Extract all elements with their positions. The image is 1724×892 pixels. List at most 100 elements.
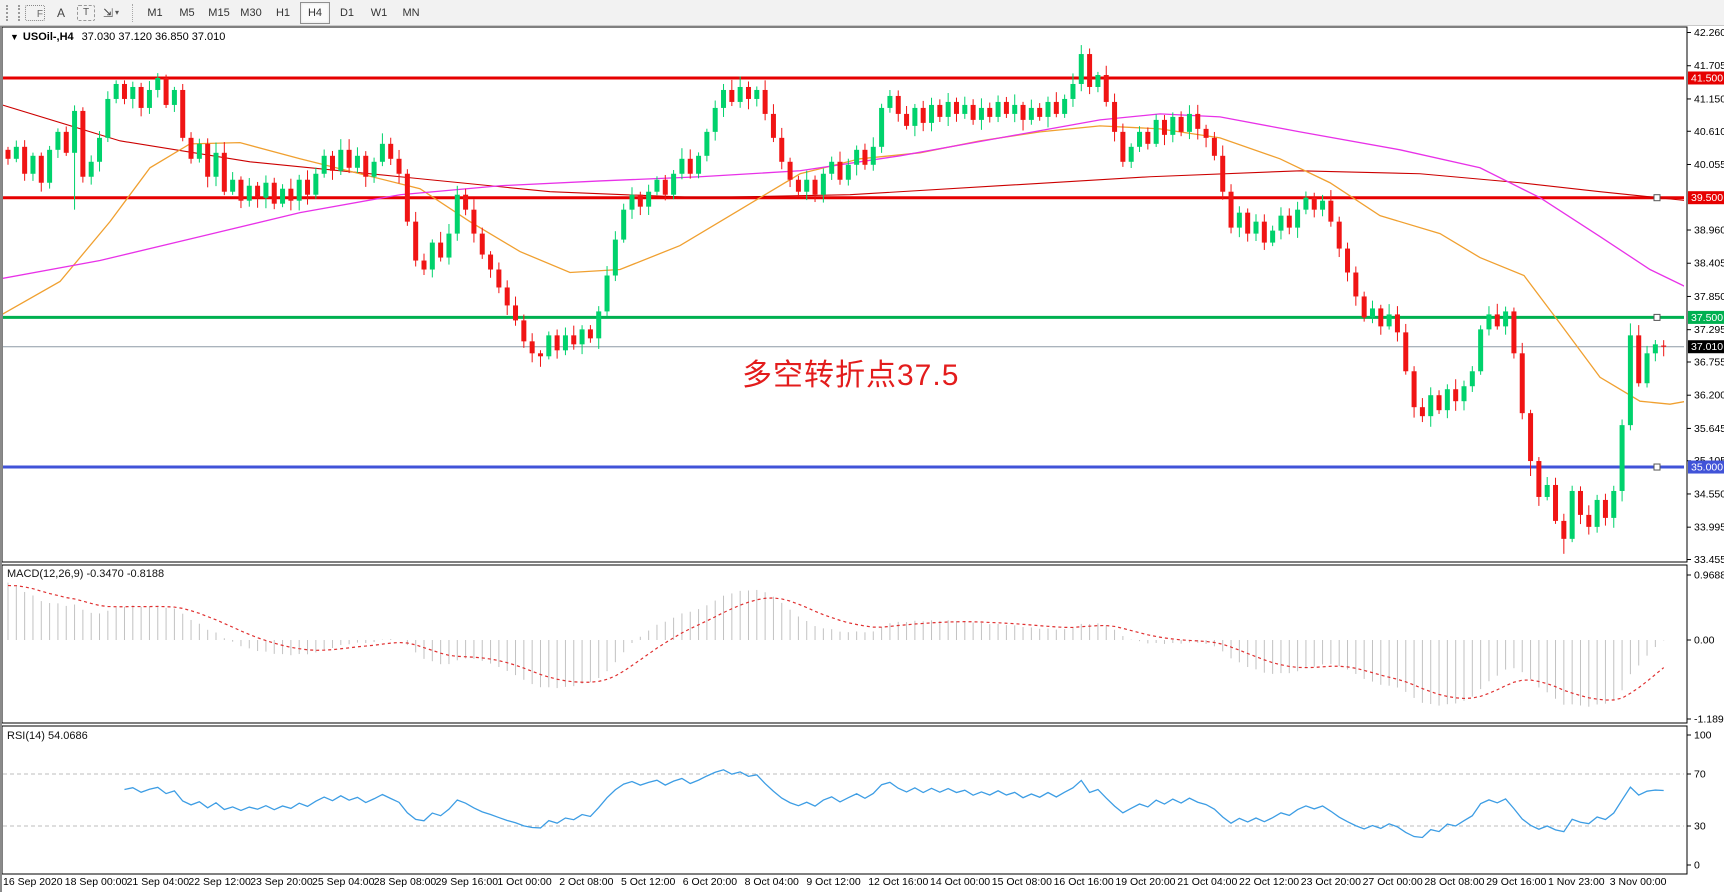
macd-panel[interactable] (1, 564, 1688, 724)
svg-text:0: 0 (1694, 860, 1700, 872)
time-axis-label: 28 Sep 08:00 (373, 876, 437, 888)
time-axis-label: 21 Oct 04:00 (1177, 876, 1238, 888)
timeframe-button-mn[interactable]: MN (402, 6, 420, 19)
rsi-axis: 100 70 30 0 (1687, 730, 1712, 872)
fibonacci-tool-icon[interactable]: F (25, 4, 45, 21)
price-plot-layer (3, 45, 1684, 554)
toolbar-grip[interactable] (6, 4, 20, 21)
svg-text:35.645: 35.645 (1694, 423, 1724, 435)
timeframe-button-m15[interactable]: M15 (208, 6, 230, 19)
timeframe-button-h1[interactable]: H1 (275, 6, 291, 19)
svg-text:70: 70 (1694, 769, 1706, 781)
time-axis-label: 16 Sep 2020 (3, 876, 63, 888)
time-axis-label: 14 Oct 00:00 (930, 876, 991, 888)
current-price-badge (1688, 340, 1724, 354)
svg-text:37.010: 37.010 (1691, 341, 1723, 353)
svg-text:33.995: 33.995 (1694, 522, 1724, 534)
time-axis-label: 22 Sep 12:00 (188, 876, 251, 888)
time-axis-label: 27 Oct 00:00 (1362, 876, 1423, 888)
svg-text:0.9688: 0.9688 (1694, 570, 1724, 582)
main-panel[interactable] (1, 26, 1688, 563)
svg-text:37.850: 37.850 (1694, 291, 1724, 303)
macd-signal-line (7, 584, 1665, 701)
time-axis-label: 18 Sep 00:00 (64, 876, 128, 888)
time-axis-label: 28 Oct 08:00 (1424, 876, 1485, 888)
svg-text:36.755: 36.755 (1694, 356, 1724, 368)
price-axis: 42.260 41.705 41.150 40.610 40.055 38.960 38.4… (1687, 27, 1724, 566)
text-box-tool-icon[interactable]: T (77, 4, 95, 21)
ma-mid-orange (3, 125, 1684, 405)
time-axis-label: 23 Sep 20:00 (250, 876, 313, 888)
rsi-indicator-label: RSI(14) 54.0686 (7, 730, 88, 742)
time-axis-label: 9 Oct 12:00 (806, 876, 861, 888)
window-left-edge (0, 26, 2, 892)
time-axis-label: 29 Sep 16:00 (435, 876, 499, 888)
chart-annotation-text: 多空转折点37.5 (742, 359, 960, 392)
timeframe-button-m1[interactable]: M1 (147, 6, 163, 19)
svg-text:36.200: 36.200 (1694, 390, 1724, 402)
symbol-timeframe: USOil-,H4 (22, 31, 74, 43)
svg-text:30: 30 (1694, 821, 1706, 833)
svg-text:38.405: 38.405 (1694, 258, 1724, 270)
macd-plot-layer (7, 582, 1665, 707)
time-axis-label: 12 Oct 16:00 (868, 876, 929, 888)
price-badge-39.500 (1688, 191, 1724, 205)
timeframe-button-m5[interactable]: M5 (179, 6, 195, 19)
time-axis-label: 6 Oct 20:00 (682, 876, 738, 888)
ma-slowest-magenta (3, 113, 1684, 287)
toolbar-separator (132, 3, 133, 22)
svg-text:41.705: 41.705 (1694, 60, 1724, 72)
svg-text:37.500: 37.500 (1691, 312, 1723, 324)
time-axis-label: 22 Oct 12:00 (1239, 876, 1300, 888)
timeframe-button-h4[interactable]: H4 (300, 1, 330, 24)
timeframe-button-m30[interactable]: M30 (240, 6, 262, 19)
price-badge-37.500 (1688, 310, 1724, 324)
arrow-tools-icon[interactable]: ⇲ ▾ (97, 2, 125, 24)
text-label-tool-icon[interactable]: A (56, 5, 65, 20)
svg-text:39.500: 39.500 (1691, 192, 1723, 204)
svg-text:41.500: 41.500 (1691, 73, 1723, 85)
time-axis-label: 25 Sep 04:00 (312, 876, 375, 888)
chart-title: ▼ USOil-,H4 37.030 37.120 36.850 37.010 (10, 31, 225, 43)
chart-dropdown-icon[interactable]: ▼ (10, 32, 19, 42)
timeframe-button-d1[interactable]: D1 (339, 6, 355, 19)
macd-axis: 0.9688 0.00 -1.1896 (1687, 570, 1724, 726)
macd-indicator-label: MACD(12,26,9) -0.3470 -0.8188 (7, 568, 165, 580)
svg-text:37.295: 37.295 (1694, 324, 1724, 336)
chevron-down-icon: ▾ (115, 8, 120, 17)
time-axis-label: 5 Oct 12:00 (621, 876, 676, 888)
svg-text:100: 100 (1694, 730, 1712, 742)
line-handle-pivot-37.5[interactable] (1653, 313, 1661, 321)
time-axis-label: 1 Oct 00:00 (497, 876, 552, 888)
price-badge-41.500 (1688, 71, 1724, 85)
svg-text:42.260: 42.260 (1694, 27, 1724, 39)
time-axis-label: 23 Oct 20:00 (1300, 876, 1361, 888)
candles-layer (5, 45, 1667, 554)
top-toolbar: F A T ⇲ ▾ M1 M5 M15 M30 H1 H4 D1 W1 MN (0, 0, 1724, 26)
time-axis-label: 29 Oct 16:00 (1486, 876, 1547, 888)
svg-text:38.960: 38.960 (1694, 225, 1724, 237)
timeframe-button-w1[interactable]: W1 (370, 6, 388, 19)
time-axis-label: 19 Oct 20:00 (1115, 876, 1176, 888)
price-badge-35.000 (1688, 460, 1724, 474)
rsi-line (124, 769, 1664, 839)
svg-text:33.455: 33.455 (1694, 554, 1724, 566)
ohlc-values: 37.030 37.120 36.850 37.010 (81, 31, 226, 43)
arrows-icon: ⇲ (102, 5, 114, 20)
svg-text:40.610: 40.610 (1694, 126, 1724, 138)
line-handle-support-39.5[interactable] (1653, 194, 1661, 202)
time-axis-label: 1 Nov 23:00 (1548, 876, 1605, 888)
rsi-plot-layer (3, 769, 1684, 839)
svg-text:40.055: 40.055 (1694, 159, 1724, 171)
time-axis-label: 2 Oct 08:00 (559, 876, 614, 888)
line-handle-support-35.0[interactable] (1653, 463, 1661, 471)
svg-text:41.150: 41.150 (1694, 93, 1724, 105)
time-axis-label: 16 Oct 16:00 (1053, 876, 1114, 888)
time-axis: 16 Sep 2020 18 Sep 00:00 21 Sep 04:00 22 Se… (0, 876, 1724, 891)
time-axis-label: 3 Nov 00:00 (1609, 876, 1667, 888)
time-axis-label: 15 Oct 08:00 (991, 876, 1052, 888)
svg-text:-1.1896: -1.1896 (1694, 714, 1724, 726)
time-axis-label: 21 Sep 04:00 (126, 876, 190, 888)
svg-text:0.00: 0.00 (1694, 635, 1715, 647)
